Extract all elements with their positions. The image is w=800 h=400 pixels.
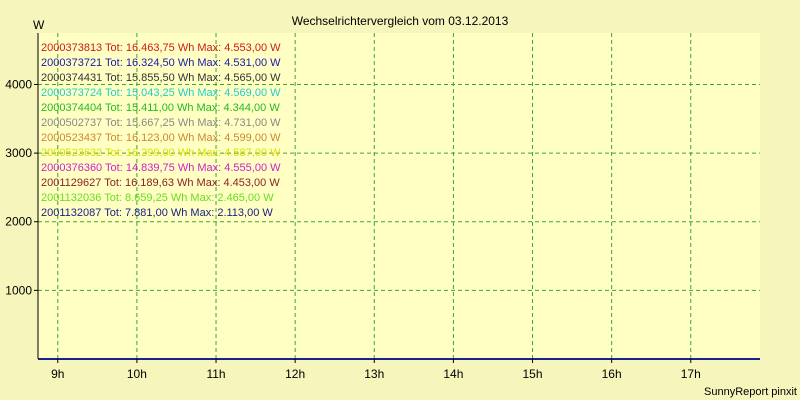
y-axis-unit-label: W — [33, 18, 45, 32]
legend-entry-12: 2001132087 Tot: 7.881,00 Wh Max: 2.113,0… — [41, 207, 273, 219]
legend-entry-1: 2000373813 Tot: 16.463,75 Wh Max: 4.553,… — [41, 42, 281, 54]
x-tick-label: 17h — [681, 367, 701, 381]
x-tick-label: 14h — [443, 367, 463, 381]
legend: 2000373813 Tot: 16.463,75 Wh Max: 4.553,… — [41, 42, 281, 219]
y-tick-label: 2000 — [5, 215, 32, 229]
y-tick-label: 1000 — [5, 283, 32, 297]
footer-credit: SunnyReport pinxit — [704, 386, 797, 398]
x-tick-label: 11h — [206, 367, 225, 381]
x-tick-label: 16h — [602, 367, 622, 381]
x-tick-label: 12h — [285, 367, 305, 381]
y-tick-label: 3000 — [5, 146, 32, 160]
plot-area — [38, 33, 760, 359]
y-tick-label: 4000 — [5, 77, 32, 91]
legend-entry-6: 2000502737 Tot: 15.667,25 Wh Max: 4.731,… — [41, 117, 281, 129]
legend-entry-9: 2000376360 Tot: 14.839,75 Wh Max: 4.555,… — [41, 162, 281, 174]
x-tick-label: 10h — [127, 367, 147, 381]
gridlines — [38, 33, 760, 359]
legend-entry-4: 2000373724 Tot: 15.043,25 Wh Max: 4.569,… — [41, 87, 281, 99]
legend-entry-11: 2001132036 Tot: 8.659,25 Wh Max: 2.465,0… — [41, 192, 274, 204]
legend-entry-2: 2000373721 Tot: 16.324,50 Wh Max: 4.531,… — [41, 57, 281, 69]
chart-title: Wechselrichtervergleich vom 03.12.2013 — [292, 14, 509, 28]
legend-entry-8: 2000523632 Tot: 16.299,00 Wh Max: 4.587,… — [41, 147, 281, 159]
legend-entry-3: 2000374431 Tot: 15.855,50 Wh Max: 4.565,… — [41, 72, 281, 84]
x-tick-label: 15h — [523, 367, 543, 381]
legend-entry-5: 2000374404 Tot: 15.411,00 Wh Max: 4.344,… — [41, 102, 280, 114]
tick-labels: 9h 10h 11h 12h 13h 14h 15h 16h 17h 1000 2000 3000 40… — [5, 77, 700, 381]
legend-entry-10: 2001129627 Tot: 16.189,63 Wh Max: 4.453,… — [41, 177, 280, 189]
x-tick-label: 13h — [364, 367, 384, 381]
legend-entry-7: 2000523437 Tot: 16.123,00 Wh Max: 4.599,… — [41, 132, 281, 144]
x-tick-label: 9h — [51, 367, 64, 381]
